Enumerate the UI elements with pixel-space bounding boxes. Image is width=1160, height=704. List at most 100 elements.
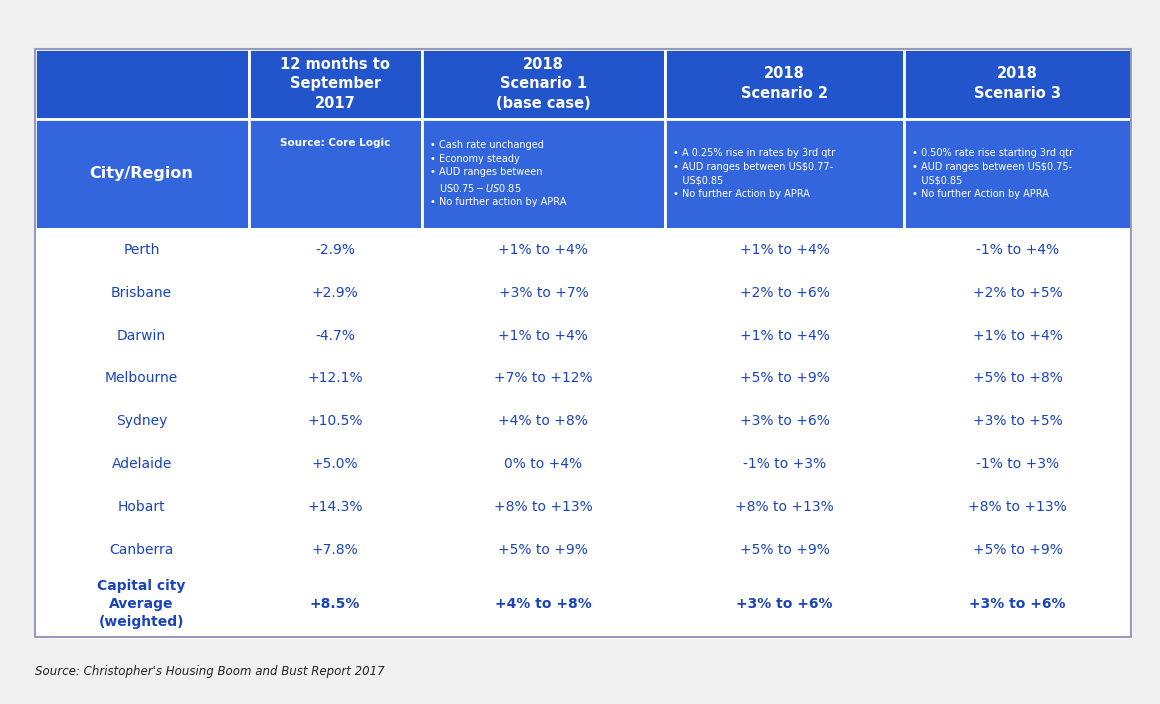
Bar xyxy=(665,272,904,314)
Text: Capital city
Average
(weighted): Capital city Average (weighted) xyxy=(97,579,186,629)
Bar xyxy=(35,314,248,357)
Text: +8.5%: +8.5% xyxy=(310,597,361,611)
Bar xyxy=(904,486,1131,528)
Text: • Cash rate unchanged
• Economy steady
• AUD ranges between
   US$0.75-US$0.85
•: • Cash rate unchanged • Economy steady •… xyxy=(430,140,566,207)
Bar xyxy=(422,314,665,357)
Text: +1% to +4%: +1% to +4% xyxy=(499,329,588,343)
Bar xyxy=(665,400,904,443)
Text: -1% to +3%: -1% to +3% xyxy=(744,457,826,471)
Text: 2018
Scenario 2: 2018 Scenario 2 xyxy=(741,66,828,101)
Text: +1% to +4%: +1% to +4% xyxy=(740,243,829,257)
Text: -1% to +3%: -1% to +3% xyxy=(976,457,1059,471)
Text: +3% to +6%: +3% to +6% xyxy=(970,597,1066,611)
Text: +3% to +6%: +3% to +6% xyxy=(740,414,829,428)
Bar xyxy=(665,486,904,528)
Text: Darwin: Darwin xyxy=(117,329,166,343)
Text: +3% to +6%: +3% to +6% xyxy=(737,597,833,611)
Text: +3% to +5%: +3% to +5% xyxy=(973,414,1063,428)
Text: +5% to +9%: +5% to +9% xyxy=(499,543,588,557)
Bar xyxy=(35,528,248,571)
Bar xyxy=(35,118,248,229)
Bar xyxy=(904,357,1131,400)
Bar xyxy=(665,314,904,357)
Text: +5% to +9%: +5% to +9% xyxy=(740,372,829,386)
Text: +5% to +9%: +5% to +9% xyxy=(972,543,1063,557)
Text: Adelaide: Adelaide xyxy=(111,457,172,471)
Text: +7.8%: +7.8% xyxy=(312,543,358,557)
Bar xyxy=(904,314,1131,357)
Bar xyxy=(248,486,422,528)
Bar xyxy=(35,443,248,486)
Text: +2% to +6%: +2% to +6% xyxy=(740,286,829,300)
Bar xyxy=(665,443,904,486)
Bar xyxy=(904,118,1131,229)
Bar xyxy=(422,229,665,272)
Text: +5.0%: +5.0% xyxy=(312,457,358,471)
Bar xyxy=(35,272,248,314)
Text: -2.9%: -2.9% xyxy=(316,243,355,257)
Bar xyxy=(665,229,904,272)
Bar xyxy=(248,118,422,229)
Bar xyxy=(665,118,904,229)
Bar xyxy=(248,49,422,118)
Bar xyxy=(665,571,904,637)
Text: Hobart: Hobart xyxy=(118,500,166,514)
Bar xyxy=(904,49,1131,118)
Text: City/Region: City/Region xyxy=(89,166,194,181)
Text: +5% to +8%: +5% to +8% xyxy=(972,372,1063,386)
Bar xyxy=(422,118,665,229)
Text: +1% to +4%: +1% to +4% xyxy=(499,243,588,257)
Bar xyxy=(904,443,1131,486)
Bar xyxy=(35,571,248,637)
Text: +5% to +9%: +5% to +9% xyxy=(740,543,829,557)
Text: Brisbane: Brisbane xyxy=(111,286,172,300)
Bar xyxy=(422,400,665,443)
Text: +2.9%: +2.9% xyxy=(312,286,358,300)
Bar xyxy=(422,486,665,528)
Text: +1% to +4%: +1% to +4% xyxy=(740,329,829,343)
Text: Melbourne: Melbourne xyxy=(106,372,179,386)
Bar xyxy=(35,49,248,118)
Text: • 0.50% rate rise starting 3rd qtr
• AUD ranges between US$0.75-
   US$0.85
• No: • 0.50% rate rise starting 3rd qtr • AUD… xyxy=(912,148,1073,199)
Text: 2018
Scenario 3: 2018 Scenario 3 xyxy=(974,66,1061,101)
Bar xyxy=(904,400,1131,443)
Text: -4.7%: -4.7% xyxy=(316,329,355,343)
Text: +8% to +13%: +8% to +13% xyxy=(735,500,834,514)
Text: +3% to +7%: +3% to +7% xyxy=(499,286,588,300)
Bar xyxy=(422,357,665,400)
Bar xyxy=(248,314,422,357)
Text: +10.5%: +10.5% xyxy=(307,414,363,428)
Bar xyxy=(248,571,422,637)
Text: +4% to +8%: +4% to +8% xyxy=(495,597,592,611)
Text: +7% to +12%: +7% to +12% xyxy=(494,372,593,386)
Text: +8% to +13%: +8% to +13% xyxy=(494,500,593,514)
Text: Sydney: Sydney xyxy=(116,414,167,428)
Bar xyxy=(248,400,422,443)
Bar xyxy=(248,229,422,272)
Bar xyxy=(422,49,665,118)
Bar xyxy=(248,443,422,486)
Bar xyxy=(422,571,665,637)
Bar xyxy=(904,272,1131,314)
Text: 2018
Scenario 1
(base case): 2018 Scenario 1 (base case) xyxy=(496,56,590,111)
Bar xyxy=(665,357,904,400)
Text: +4% to +8%: +4% to +8% xyxy=(499,414,588,428)
Bar xyxy=(35,229,248,272)
Bar xyxy=(904,528,1131,571)
Text: +14.3%: +14.3% xyxy=(307,500,363,514)
Text: +2% to +5%: +2% to +5% xyxy=(973,286,1063,300)
Bar xyxy=(248,528,422,571)
Text: 0% to +4%: 0% to +4% xyxy=(505,457,582,471)
Text: Canberra: Canberra xyxy=(109,543,174,557)
Bar xyxy=(35,400,248,443)
Text: 12 months to
September
2017: 12 months to September 2017 xyxy=(281,56,390,111)
Bar xyxy=(35,486,248,528)
Text: • A 0.25% rise in rates by 3rd qtr
• AUD ranges between US$0.77-
   US$0.85
• No: • A 0.25% rise in rates by 3rd qtr • AUD… xyxy=(673,148,835,199)
Bar xyxy=(665,528,904,571)
Bar xyxy=(248,272,422,314)
Text: Perth: Perth xyxy=(123,243,160,257)
Bar xyxy=(904,571,1131,637)
Bar xyxy=(422,272,665,314)
Bar xyxy=(422,528,665,571)
Bar xyxy=(904,229,1131,272)
